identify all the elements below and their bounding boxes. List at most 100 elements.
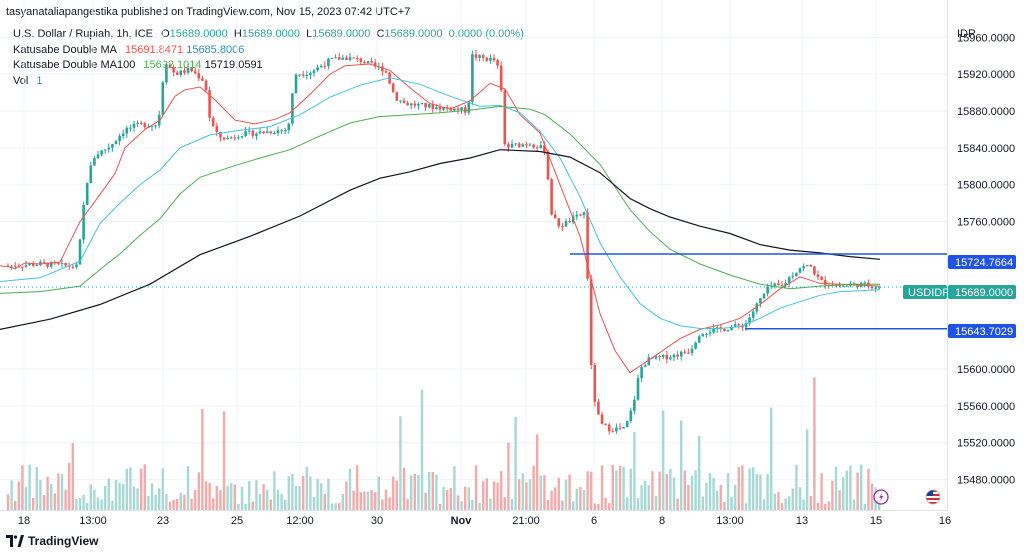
candle-body bbox=[777, 283, 780, 285]
volume-bar bbox=[32, 497, 35, 510]
candle-body bbox=[690, 348, 694, 354]
volume-bar bbox=[176, 498, 179, 510]
candle-body bbox=[395, 92, 399, 101]
volume-bar bbox=[114, 479, 118, 510]
volume-bar bbox=[82, 494, 85, 510]
candle-body bbox=[359, 58, 363, 63]
volume-bar bbox=[125, 468, 128, 510]
candle-body bbox=[471, 54, 474, 102]
volume-bar bbox=[773, 493, 776, 510]
volume-bar bbox=[669, 468, 672, 510]
volume-bar bbox=[672, 477, 676, 510]
volume-bar bbox=[392, 476, 395, 510]
candle-body bbox=[629, 410, 633, 422]
candle-body bbox=[233, 137, 237, 139]
level-label-lower-text: 15643.7029 bbox=[955, 326, 1013, 338]
volume-bar bbox=[14, 500, 17, 510]
volume-bar bbox=[266, 489, 269, 510]
ma-line-black bbox=[0, 149, 881, 330]
price-tick-label: 15840.0000 bbox=[957, 143, 1015, 155]
volume-bar bbox=[230, 483, 233, 510]
candle-body bbox=[370, 61, 373, 63]
volume-bar bbox=[795, 464, 798, 510]
ma-line-green bbox=[0, 105, 880, 294]
legend-ma2-label[interactable]: Katusabe Double MA100 bbox=[13, 59, 136, 71]
candle-body bbox=[247, 130, 251, 132]
volume-bar bbox=[262, 484, 265, 510]
legend-ma1-label[interactable]: Katusabe Double MA bbox=[13, 43, 117, 56]
currency-label[interactable]: IDR bbox=[957, 28, 976, 40]
volume-bar bbox=[86, 503, 89, 510]
candle-body bbox=[546, 151, 550, 180]
moving-average-lines bbox=[0, 63, 881, 374]
candle-body bbox=[507, 144, 510, 148]
candle-body bbox=[301, 74, 305, 76]
volume-bar bbox=[330, 503, 334, 510]
volume-bar bbox=[212, 498, 215, 510]
candle-body bbox=[525, 144, 528, 146]
volume-bar bbox=[233, 484, 236, 510]
candle-body bbox=[834, 285, 838, 287]
level-label-upper: 15724.7664 bbox=[948, 255, 1016, 269]
candle-body bbox=[805, 265, 809, 267]
volume-bar bbox=[251, 501, 254, 510]
candle-body bbox=[129, 127, 132, 129]
price-tick-label: 15800.0000 bbox=[957, 180, 1015, 192]
candle-body bbox=[121, 133, 125, 137]
candle-body bbox=[46, 262, 49, 267]
candle-body bbox=[10, 265, 13, 267]
volume-bar bbox=[449, 488, 452, 510]
volume-bar bbox=[190, 498, 193, 510]
candle-body bbox=[399, 100, 402, 102]
footer-brand[interactable]: TradingView bbox=[6, 534, 98, 548]
volume-bar bbox=[89, 484, 92, 510]
time-tick-label: 13:00 bbox=[79, 515, 107, 527]
volume-bar bbox=[665, 473, 668, 510]
volume-bar bbox=[748, 468, 751, 510]
volume-bar bbox=[683, 470, 686, 510]
candle-body bbox=[809, 265, 813, 267]
volume-bar bbox=[478, 503, 481, 510]
candle-body bbox=[75, 264, 78, 268]
volume-bar bbox=[618, 465, 622, 510]
volume-bar bbox=[208, 482, 211, 510]
time-axis[interactable]: 18 13:00 23 25 12:00 30 Nov 21:00 6 8 13:00 13 15 16 bbox=[18, 515, 951, 527]
time-tick-label: 12:00 bbox=[286, 515, 314, 527]
volume-bar bbox=[219, 490, 222, 510]
candle-body bbox=[568, 221, 571, 223]
candle-body bbox=[172, 67, 175, 73]
volume-bar bbox=[820, 473, 823, 510]
price-axis[interactable]: IDR 15960.0000 15920.0000 15880.0000 15840.… bbox=[957, 28, 1015, 487]
candle-body bbox=[813, 266, 816, 275]
volume-bar bbox=[770, 407, 773, 510]
volume-bar bbox=[626, 497, 629, 510]
flash-icon[interactable] bbox=[873, 489, 889, 505]
volume-bar bbox=[658, 471, 661, 510]
volume-bar bbox=[410, 475, 413, 510]
candle-body bbox=[456, 108, 460, 110]
candle-body bbox=[607, 424, 611, 432]
candle-body bbox=[391, 83, 395, 93]
volume-bar bbox=[435, 474, 438, 510]
volume-bar bbox=[111, 500, 114, 510]
us-flag-icon[interactable] bbox=[925, 489, 941, 505]
volume-bar bbox=[298, 486, 301, 510]
candle-body bbox=[78, 239, 82, 265]
volume-bar bbox=[860, 464, 863, 510]
candle-body bbox=[323, 65, 327, 67]
volume-bar bbox=[694, 470, 697, 510]
ma-line-cyan bbox=[0, 77, 881, 329]
candle-body bbox=[762, 293, 766, 299]
volume-bar bbox=[384, 489, 388, 510]
candle-body bbox=[330, 58, 334, 60]
candle-body bbox=[661, 354, 665, 358]
candle-body bbox=[845, 285, 849, 287]
candle-body bbox=[262, 131, 265, 134]
candle-body bbox=[517, 143, 521, 147]
volume-bar bbox=[6, 494, 10, 510]
volume-bar bbox=[348, 468, 352, 510]
candle-body bbox=[435, 107, 438, 110]
volume-bar bbox=[359, 492, 362, 510]
candle-body bbox=[694, 342, 697, 349]
